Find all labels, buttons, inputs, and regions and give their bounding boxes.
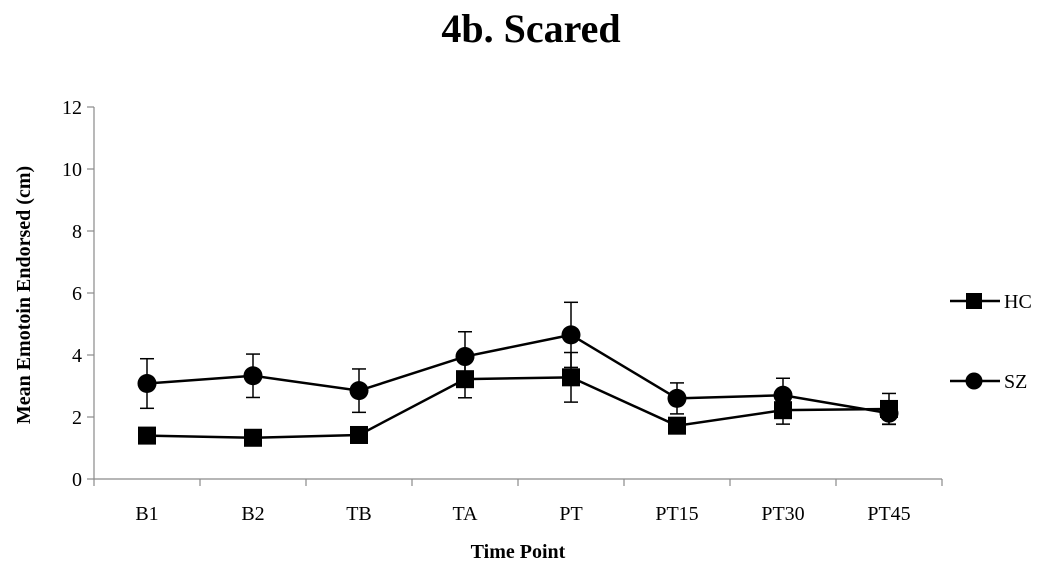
axes [93,107,942,480]
x-tick-label: PT30 [761,503,804,525]
legend: HC SZ [950,291,1032,393]
series-sz [137,301,899,425]
y-tick-label: 2 [72,407,82,429]
data-point-square [562,368,580,387]
legend-item-hc: HC [950,291,1032,313]
x-tick-label: TB [346,503,372,525]
x-tick-label: B2 [241,503,264,525]
data-point-circle [137,374,157,394]
data-point-circle [879,403,899,423]
data-point-square [668,416,686,435]
y-tick-label: 0 [72,469,82,491]
series-line-sz [146,333,890,415]
x-tick-label: TA [452,503,478,525]
x-axis-label: Time Point [471,541,566,563]
x-tick-label: PT15 [655,503,698,525]
y-tick-label: 10 [62,159,82,181]
data-point-square [244,428,262,447]
data-point-circle [667,388,687,408]
legend-label: HC [1004,291,1032,313]
data-point-circle [349,381,369,401]
chart-title: 4b. Scared [441,6,620,51]
y-tick-label: 6 [72,283,82,305]
y-tick-label: 8 [72,221,82,243]
y-tick-label: 12 [62,97,82,119]
x-tick-labels: B1 B2 TB TA PT PT15 PT30 PT45 [93,479,943,525]
y-tick-labels: 0 2 4 6 8 10 12 [62,97,94,491]
legend-item-sz: SZ [950,371,1027,393]
series-layer [137,301,899,447]
data-point-circle [561,325,581,345]
data-point-square [138,426,156,445]
y-tick-label: 4 [72,345,82,367]
data-point-circle [455,347,475,367]
y-axis-label: Mean Emotoin Endorsed (cm) [13,166,35,424]
legend-marker-square [966,293,982,309]
legend-label: SZ [1004,371,1027,393]
data-point-square [350,425,368,444]
x-tick-label: B1 [135,503,158,525]
data-point-circle [243,366,263,386]
x-tick-label: PT45 [867,503,910,525]
series-line-hc [146,376,890,440]
legend-marker-circle [965,372,983,390]
data-point-circle [773,385,793,405]
x-tick-label: PT [559,503,582,525]
